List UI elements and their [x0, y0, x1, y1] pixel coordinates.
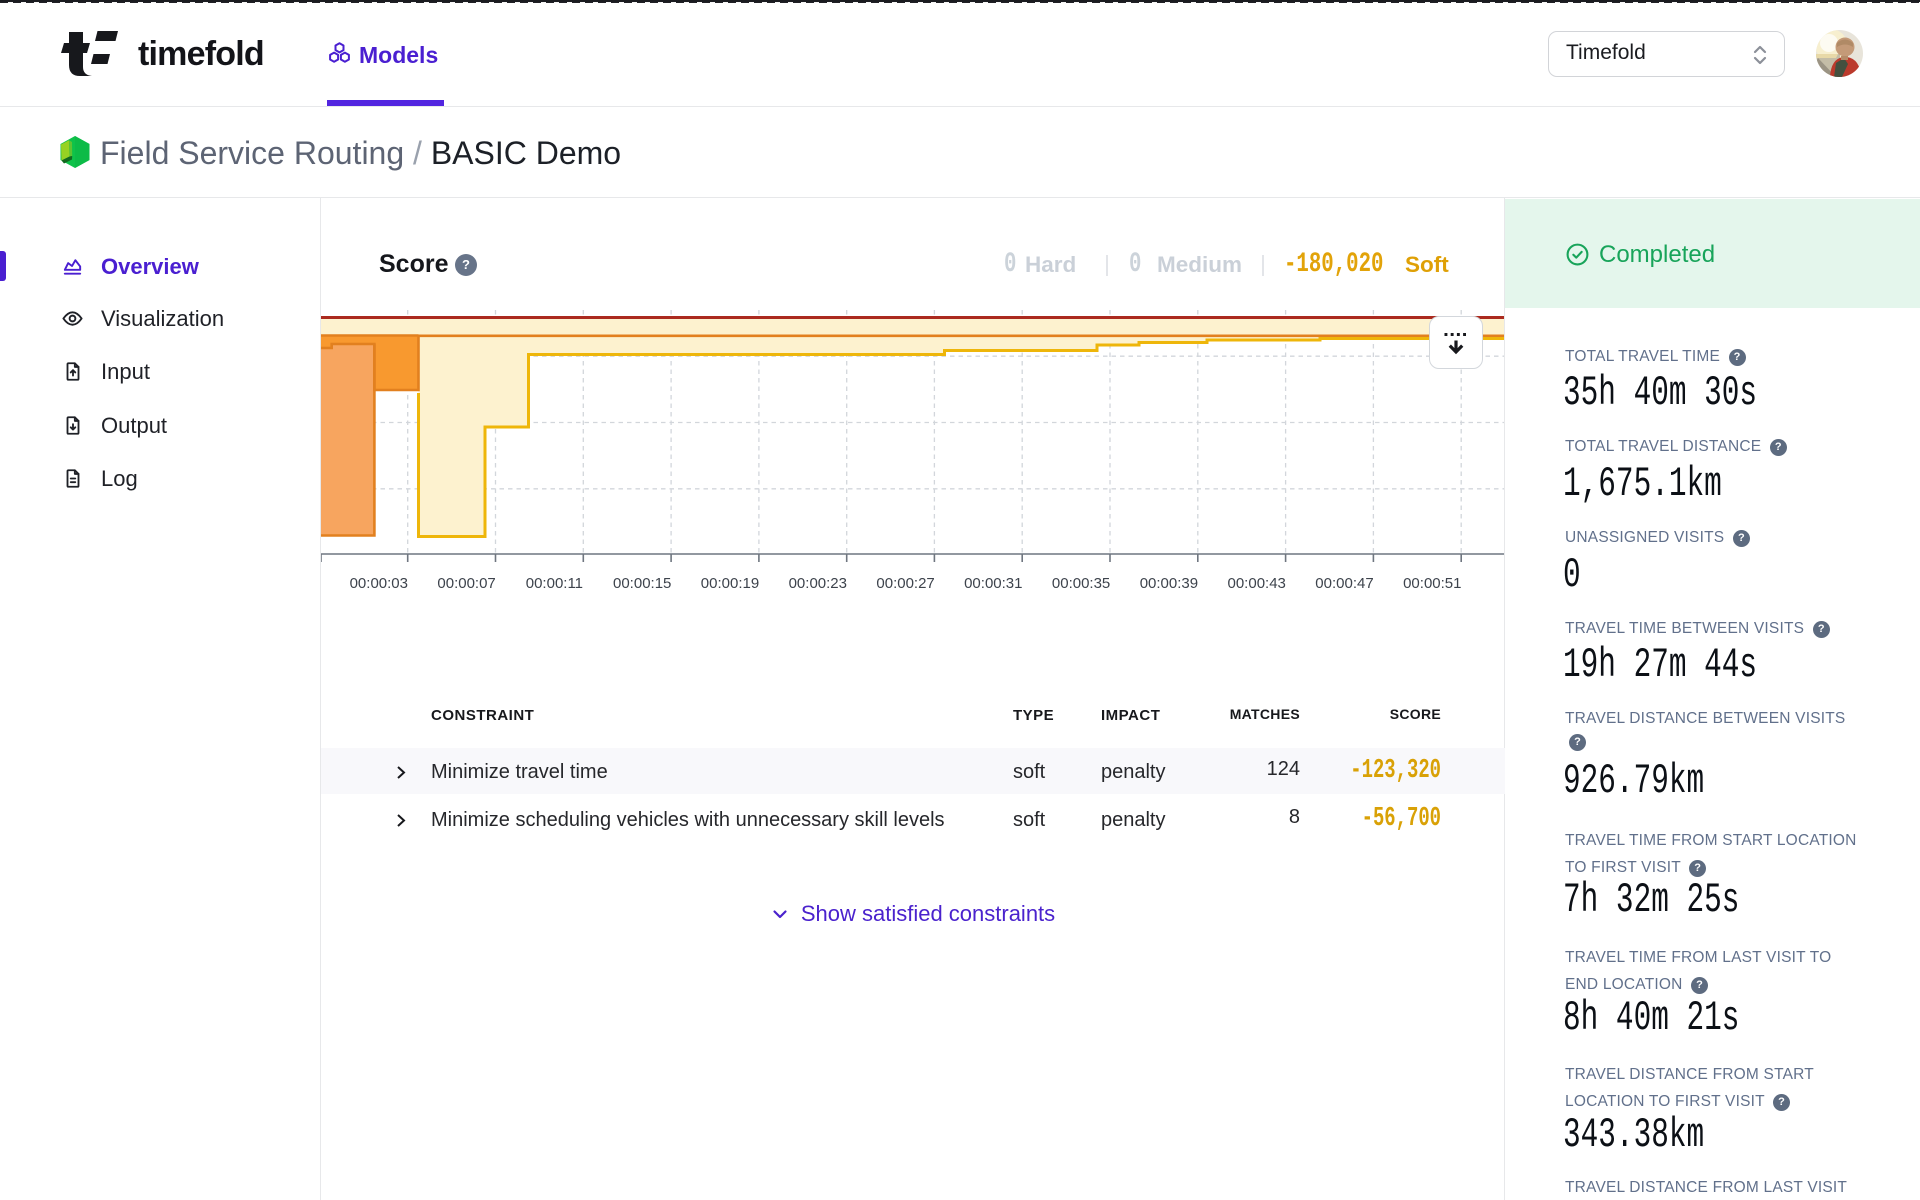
svg-text:00:00:47: 00:00:47	[1315, 575, 1373, 592]
svg-text:00:00:27: 00:00:27	[876, 575, 934, 592]
svg-text:00:00:39: 00:00:39	[1140, 575, 1198, 592]
svg-text:00:00:07: 00:00:07	[437, 575, 495, 592]
svg-text:00:00:23: 00:00:23	[789, 575, 847, 592]
svg-text:00:00:15: 00:00:15	[613, 575, 671, 592]
svg-text:00:00:19: 00:00:19	[701, 575, 759, 592]
svg-text:00:00:51: 00:00:51	[1403, 575, 1461, 592]
svg-text:00:00:03: 00:00:03	[350, 575, 408, 592]
svg-text:00:00:43: 00:00:43	[1228, 575, 1286, 592]
svg-text:00:00:35: 00:00:35	[1052, 575, 1110, 592]
svg-text:00:00:31: 00:00:31	[964, 575, 1022, 592]
svg-text:00:00:11: 00:00:11	[526, 575, 583, 592]
